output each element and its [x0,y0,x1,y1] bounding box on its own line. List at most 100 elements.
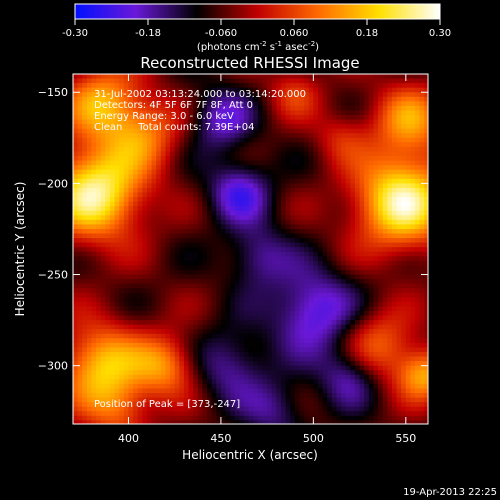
heatmap-cell [146,415,153,421]
heatmap-cell [225,256,231,262]
heatmap-cell [368,174,375,180]
heatmap-cell [281,361,287,367]
heatmap-cell [91,301,97,308]
heatmap-cell [82,201,88,207]
heatmap-cell [128,393,134,399]
heatmap-cell [128,115,134,121]
heatmap-cell [100,301,106,308]
heatmap-cell [160,192,167,198]
heatmap-cell [271,206,277,212]
heatmap-cell [331,347,338,353]
heatmap-cell [299,215,305,221]
heatmap-cell [202,365,208,371]
heatmap-cell [137,310,143,317]
heatmap-cell [336,260,342,267]
heatmap-cell [234,251,240,257]
heatmap-cell [354,260,361,267]
heatmap-cell [151,242,157,248]
heatmap-cell [253,279,259,285]
heatmap-cell [96,96,102,102]
heatmap-cell [350,124,356,130]
heatmap-cell [183,178,190,184]
heatmap-cell [216,92,222,98]
heatmap-cell [193,247,199,253]
heatmap-cell [179,420,185,424]
heatmap-cell [183,320,190,326]
heatmap-cell [230,265,236,271]
heatmap-cell [341,242,347,248]
heatmap-cell [188,87,194,93]
heatmap-cell [331,137,338,143]
heatmap-cell [271,251,277,257]
heatmap-cell [230,228,236,235]
heatmap-cell [331,292,338,298]
heatmap-cell [299,347,305,353]
heatmap-cell [100,133,106,139]
heatmap-cell [123,192,130,198]
heatmap-cell [133,306,139,312]
heatmap-cell [364,269,370,276]
heatmap-cell [105,301,111,308]
heatmap-cell [109,306,116,312]
heatmap-cell [119,338,125,344]
heatmap-cell [290,247,296,253]
heatmap-cell [299,224,305,230]
heatmap-cell [202,160,208,166]
heatmap-cell [220,251,227,257]
heatmap-cell [165,165,171,171]
heatmap-cell [239,342,245,349]
heatmap-cell [114,233,120,239]
heatmap-cell [368,256,375,262]
heatmap-cell [257,156,264,162]
heatmap-cell [336,137,342,143]
heatmap-cell [114,146,120,153]
heatmap-cell [91,388,97,394]
heatmap-cell [336,292,342,298]
heatmap-cell [114,333,120,339]
heatmap-cell [86,210,93,216]
heatmap-cell [133,333,139,339]
heatmap-cell [345,247,351,253]
heatmap-cell [207,96,213,102]
heatmap-cell [359,329,365,335]
heatmap-cell [248,406,254,412]
heatmap-cell [304,324,310,330]
heatmap-cell [290,174,296,180]
heatmap-cell [336,187,342,194]
heatmap-cell [276,96,282,102]
heatmap-cell [142,388,148,394]
heatmap-cell [188,265,194,271]
heatmap-cell [160,260,167,267]
heatmap-cell [165,361,171,367]
heatmap-cell [160,342,167,349]
heatmap-cell [73,101,79,107]
heatmap-cell [359,74,365,80]
heatmap-cell [368,146,375,153]
heatmap-cell [253,260,259,267]
heatmap-cell [105,415,111,421]
heatmap-cell [82,128,88,134]
heatmap-cell [248,292,254,298]
heatmap-cell [364,96,370,102]
heatmap-cell [156,92,162,98]
heatmap-cell [322,146,328,153]
heatmap-cell [133,265,139,271]
heatmap-cell [77,247,83,253]
heatmap-cell [105,174,111,180]
heatmap-cell [345,224,351,230]
heatmap-cell [216,379,222,385]
heatmap-cell [170,165,176,171]
heatmap-cell [285,110,291,116]
heatmap-cell [345,393,351,399]
heatmap-cell [230,178,236,184]
heatmap-cell [331,146,338,153]
heatmap-cell [207,351,213,358]
heatmap-cell [197,165,204,171]
heatmap-cell [276,292,282,298]
heatmap-cell [271,310,277,317]
heatmap-cell [119,215,125,221]
heatmap-cell [109,361,116,367]
heatmap-cell [114,265,120,271]
heatmap-cell [137,210,143,216]
heatmap-cell [322,105,328,112]
